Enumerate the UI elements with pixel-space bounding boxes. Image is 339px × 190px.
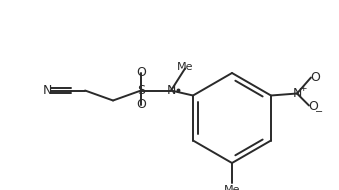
Text: Me: Me [224, 185, 240, 190]
Text: N: N [292, 87, 302, 100]
Text: O: O [308, 100, 318, 113]
Text: −: − [315, 107, 323, 116]
Text: O: O [136, 98, 146, 111]
Text: Me: Me [177, 62, 193, 71]
Text: N: N [166, 84, 176, 97]
Text: O: O [136, 66, 146, 79]
Text: N: N [42, 84, 52, 97]
Text: S: S [137, 84, 145, 97]
Text: +: + [299, 84, 307, 93]
Text: O: O [310, 71, 320, 84]
